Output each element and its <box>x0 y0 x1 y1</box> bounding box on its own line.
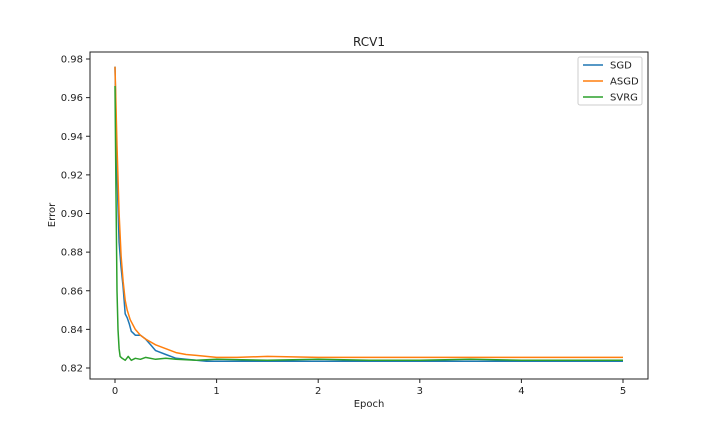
x-tick-label: 4 <box>518 386 524 397</box>
legend-label-asgd: ASGD <box>610 77 639 88</box>
legend: SGD ASGD SVRG <box>577 56 643 106</box>
x-axis-label: Epoch <box>354 399 385 410</box>
y-tick-label: 0.98 <box>61 55 83 66</box>
plot-lines <box>114 66 623 362</box>
x-tick-label: 2 <box>315 386 321 397</box>
y-tick-label: 0.84 <box>61 325 83 336</box>
y-tick-label: 0.94 <box>61 132 83 143</box>
axes-frame <box>89 51 649 380</box>
series-line-svrg <box>114 85 623 362</box>
y-tick-label: 0.88 <box>61 248 83 259</box>
series-line-asgd <box>114 66 623 359</box>
legend-label-svrg: SVRG <box>610 93 638 104</box>
y-tick-label: 0.82 <box>61 364 83 375</box>
x-tick-label: 3 <box>417 386 423 397</box>
y-axis-ticks: 0.82 0.84 0.86 0.88 0.90 0.92 0.94 0.96 0.98 <box>61 55 90 375</box>
x-tick-label: 0 <box>112 386 118 397</box>
series-line-sgd <box>114 66 623 362</box>
x-tick-label: 5 <box>620 386 626 397</box>
y-tick-label: 0.86 <box>61 286 83 297</box>
y-tick-label: 0.96 <box>61 93 83 104</box>
legend-label-sgd: SGD <box>610 61 632 72</box>
y-tick-label: 0.90 <box>61 209 83 220</box>
legend-box <box>577 56 643 106</box>
y-axis-label: Error <box>47 202 58 227</box>
chart-title: RCV1 <box>353 35 385 49</box>
x-axis-ticks: 0 1 2 3 4 5 <box>112 379 626 397</box>
x-tick-label: 1 <box>213 386 219 397</box>
y-tick-label: 0.92 <box>61 170 83 181</box>
